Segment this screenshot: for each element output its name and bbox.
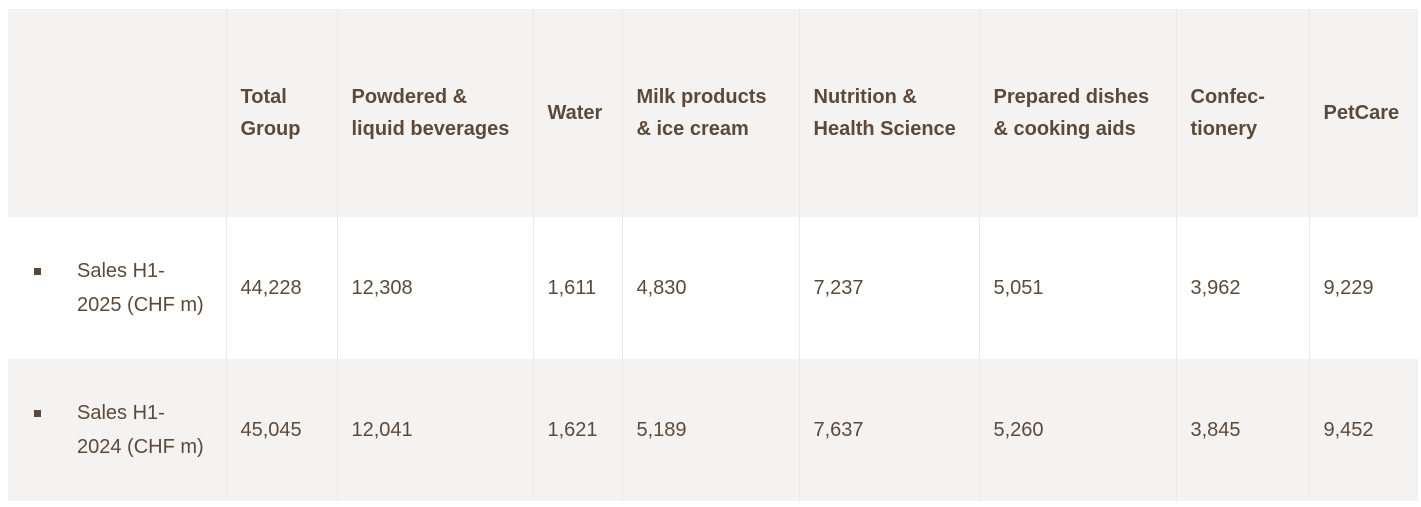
cell-petcare: 9,452 (1323, 419, 1374, 441)
table-row: Sales H1- 2024 (CHF m) 45,045 12,041 1,62… (8, 359, 1418, 501)
cell-prepared-dishes: 5,260 (979, 359, 1177, 501)
header-row: Total Group Powdered & liquid beverages Wa… (8, 9, 1418, 217)
cell-water: 1,621 (533, 359, 623, 501)
cell-powdered-liquid-beverages: 12,308 (337, 217, 534, 359)
row-label: Sales H1- 2024 (CHF m) (8, 359, 227, 501)
header-total-group: Total Group (226, 9, 338, 217)
bullet-icon (34, 410, 41, 417)
header-prepared-dishes: Prepared dishes & cooking aids (979, 9, 1177, 217)
header-confectionery: Confec-tionery (1176, 9, 1310, 217)
cell-milk-products: 5,189 (622, 359, 800, 501)
cell-powdered-liquid-beverages: 12,041 (337, 359, 534, 501)
header-powdered-liquid-beverages: Powdered & liquid beverages (337, 9, 534, 217)
header-milk-products: Milk products & ice cream (622, 9, 800, 217)
header-water: Water (533, 9, 623, 217)
cell-prepared-dishes: 5,051 (979, 217, 1177, 359)
header-empty (8, 9, 227, 217)
cell-confectionery: 3,845 (1176, 359, 1310, 501)
cell-nutrition-health-science: 7,637 (799, 359, 980, 501)
row-label: Sales H1- 2025 (CHF m) (8, 217, 227, 359)
bullet-icon (34, 268, 41, 275)
sales-table: Total Group Powdered & liquid beverages Wa… (8, 9, 1418, 501)
header-petcare: PetCare (1323, 102, 1400, 124)
cell-nutrition-health-science: 7,237 (799, 217, 980, 359)
cell-milk-products: 4,830 (622, 217, 800, 359)
table-row: Sales H1- 2025 (CHF m) 44,228 12,308 1,61… (8, 217, 1418, 359)
cell-total-group: 44,228 (226, 217, 338, 359)
header-nutrition-health-science: Nutrition & Health Science (799, 9, 980, 217)
cell-total-group: 45,045 (226, 359, 338, 501)
cell-water: 1,611 (533, 217, 623, 359)
cell-confectionery: 3,962 (1176, 217, 1310, 359)
cell-petcare: 9,229 (1323, 277, 1374, 299)
